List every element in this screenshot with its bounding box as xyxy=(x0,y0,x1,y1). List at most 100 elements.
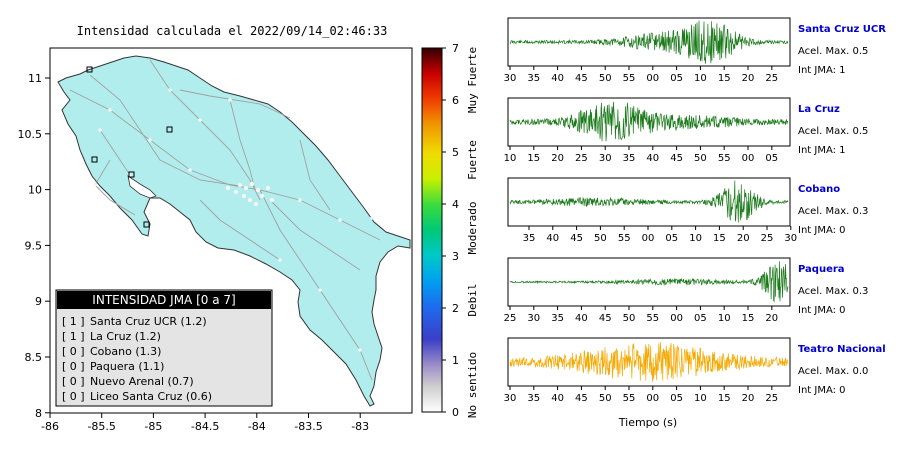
waveform xyxy=(509,20,789,64)
colorbar-tick-label: 3 xyxy=(452,250,459,263)
seismogram-tick-label: 40 xyxy=(551,73,564,84)
seismogram-tick-label: 45 xyxy=(570,233,583,244)
seismogram-tick-label: 10 xyxy=(694,73,707,84)
seismogram-panels: 30 35 40 45 50 55 00 05 10 15 20 25 Santa Cruz UCR Ac… xyxy=(504,17,886,404)
seismogram-tick-label: 00 xyxy=(742,153,755,164)
seismogram-tick-label: 30 xyxy=(504,73,517,84)
seismogram-2: 35 40 45 50 55 00 05 10 15 20 25 30 Cobano Acel. Max.… xyxy=(507,177,868,244)
seismogram-tick-label: 00 xyxy=(642,233,655,244)
colorbar-labels: No sentido Debil Moderado Fuerte Muy Fuerte xyxy=(466,47,479,418)
seismogram-tick-label: 05 xyxy=(670,393,683,404)
colorbar-ticks: 0 1 2 3 4 5 6 7 xyxy=(442,42,459,419)
colorbar-tick-label: 1 xyxy=(452,354,459,367)
seismogram-tick-label: 25 xyxy=(575,153,588,164)
seismogram-tick-label: 10 xyxy=(694,393,707,404)
seismogram-tick-label: 35 xyxy=(623,153,636,164)
seismogram-tick-label: 15 xyxy=(742,313,755,324)
seismogram-3: 25 30 35 40 45 50 55 00 05 10 15 20 Paquera Acel. Max… xyxy=(504,257,868,324)
colorbar-tick-label: 4 xyxy=(452,198,459,211)
seismogram-tick-label: 15 xyxy=(718,393,731,404)
map-y-axis: 11 10.5 10 9.5 9 8.5 8 xyxy=(18,72,50,420)
station-name: Paquera xyxy=(798,264,845,275)
seismogram-tick-label: 30 xyxy=(599,153,612,164)
map-x-tick-label: -85.5 xyxy=(87,420,115,433)
seismogram-tick-label: 50 xyxy=(599,393,612,404)
seismogram-tick-label: 40 xyxy=(575,313,588,324)
colorbar-category-label: Debil xyxy=(466,283,479,316)
seismogram-tick-label: 55 xyxy=(623,393,636,404)
seismogram-tick-label: 40 xyxy=(546,233,559,244)
seismogram-tick-label: 25 xyxy=(504,313,517,324)
map-x-axis: -86 -85.5 -85 -84.5 -84 -83.5 -83 xyxy=(41,413,369,433)
seismogram-tick-label: 10 xyxy=(718,313,731,324)
colorbar-tick-label: 6 xyxy=(452,94,459,107)
intensity-colorbar xyxy=(421,47,443,413)
seismogram-tick-label: 50 xyxy=(599,73,612,84)
seismogram-tick-label: 05 xyxy=(670,73,683,84)
station-name: Teatro Nacional xyxy=(798,344,886,355)
seismogram-tick-label: 25 xyxy=(765,393,778,404)
colorbar-tick-label: 5 xyxy=(452,146,459,159)
colorbar-tick-label: 0 xyxy=(452,406,459,419)
seismogram-tick-label: 35 xyxy=(551,313,564,324)
legend-item-value: [ 0 ] xyxy=(62,375,85,388)
seismogram-tick-label: 10 xyxy=(689,233,702,244)
map-y-tick-label: 9.5 xyxy=(25,239,43,252)
seismogram-tick-label: 20 xyxy=(742,73,755,84)
legend-item-name: Liceo Santa Cruz (0.6) xyxy=(90,390,212,403)
station-acel-max: Acel. Max. 0.5 xyxy=(798,126,868,137)
legend-item-name: La Cruz (1.2) xyxy=(90,330,161,343)
seismogram-tick-label: 20 xyxy=(737,233,750,244)
map-y-tick-label: 9 xyxy=(35,295,42,308)
seismogram-tick-label: 30 xyxy=(527,313,540,324)
seismogram-tick-label: 55 xyxy=(618,233,631,244)
seismogram-tick-label: 55 xyxy=(646,313,659,324)
seismogram-tick-label: 50 xyxy=(594,233,607,244)
city-markers xyxy=(93,88,374,352)
station-int-jma: Int JMA: 1 xyxy=(798,65,846,76)
map-x-tick-label: -83.5 xyxy=(294,420,322,433)
seismogram-tick-label: 30 xyxy=(784,233,797,244)
station-acel-max: Acel. Max. 0.3 xyxy=(798,206,868,217)
seismogram-tick-label: 20 xyxy=(765,313,778,324)
intensity-legend: INTENSIDAD JMA [0 a 7] [ 1 ] Santa Cruz U… xyxy=(55,289,273,407)
costa-rica-land xyxy=(57,55,411,407)
map-x-tick-label: -83 xyxy=(351,420,369,433)
legend-item-name: Santa Cruz UCR (1.2) xyxy=(90,315,207,328)
legend-item-name: Nuevo Arenal (0.7) xyxy=(90,375,194,388)
seismogram-tick-label: 20 xyxy=(551,153,564,164)
seismogram-1: 10 15 20 25 30 35 40 45 50 55 00 05 La Cruz Acel. Max… xyxy=(504,97,868,164)
map-x-tick-label: -84.5 xyxy=(191,420,219,433)
waveform xyxy=(509,341,789,382)
seismogram-tick-label: 15 xyxy=(718,73,731,84)
map-y-tick-label: 11 xyxy=(28,72,42,85)
colorbar-category-label: Fuerte xyxy=(466,140,479,180)
seismogram-tick-label: 15 xyxy=(527,153,540,164)
seismogram-tick-label: 45 xyxy=(575,393,588,404)
station-acel-max: Acel. Max. 0.5 xyxy=(798,46,868,57)
waveform xyxy=(509,180,789,223)
legend-item-name: Cobano (1.3) xyxy=(90,345,161,358)
seismogram-tick-label: 10 xyxy=(504,153,517,164)
seismogram-tick-label: 00 xyxy=(646,393,659,404)
station-acel-max: Acel. Max. 0.3 xyxy=(798,286,868,297)
map-x-tick-label: -86 xyxy=(41,420,59,433)
station-name: La Cruz xyxy=(798,104,840,115)
seismogram-tick-label: 25 xyxy=(765,73,778,84)
map-x-tick-label: -85 xyxy=(144,420,162,433)
colorbar-category-label: No sentido xyxy=(466,352,479,418)
colorbar-tick-label: 7 xyxy=(452,42,459,55)
station-int-jma: Int JMA: 0 xyxy=(798,305,846,316)
seismogram-tick-label: 30 xyxy=(504,393,517,404)
seismogram-tick-label: 35 xyxy=(523,233,536,244)
seismogram-tick-label: 35 xyxy=(527,393,540,404)
legend-title: INTENSIDAD JMA [0 a 7] xyxy=(92,293,235,307)
legend-item-name: Paquera (1.1) xyxy=(90,360,164,373)
seismogram-tick-label: 55 xyxy=(718,153,731,164)
seismogram-tick-label: 25 xyxy=(761,233,774,244)
station-int-jma: Int JMA: 0 xyxy=(798,225,846,236)
legend-item-value: [ 0 ] xyxy=(62,360,85,373)
map-y-tick-label: 8.5 xyxy=(25,351,43,364)
station-markers xyxy=(86,66,173,228)
